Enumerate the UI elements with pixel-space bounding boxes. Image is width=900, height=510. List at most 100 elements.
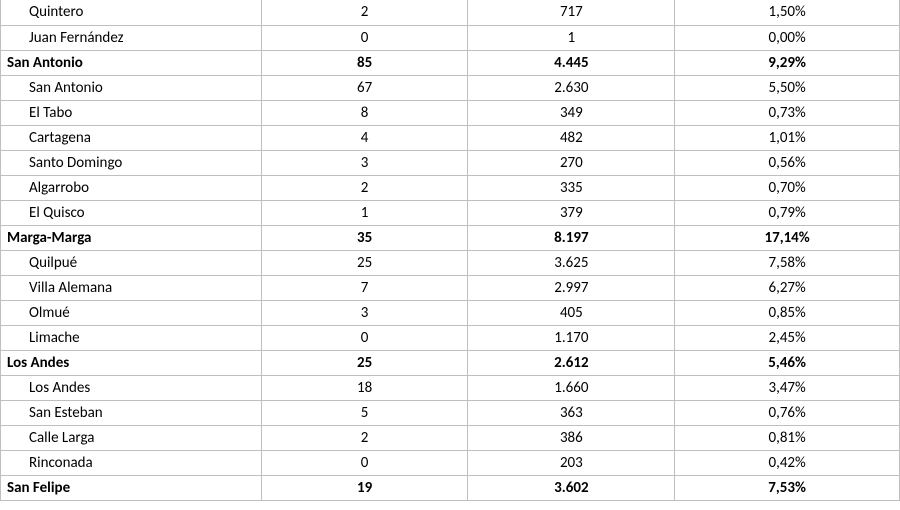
cell-value2: 4.445 — [468, 50, 675, 75]
cell-percent: 0,00% — [675, 25, 900, 50]
table-row: Algarrobo23350,70% — [1, 175, 900, 200]
cell-percent: 3,47% — [675, 375, 900, 400]
cell-value2: 1.660 — [468, 375, 675, 400]
cell-name: El Tabo — [1, 100, 262, 125]
cell-percent: 1,50% — [675, 0, 900, 25]
cell-percent: 17,14% — [675, 225, 900, 250]
table-row: Juan Fernández010,00% — [1, 25, 900, 50]
cell-value2: 2.630 — [468, 75, 675, 100]
cell-name: Los Andes — [1, 350, 262, 375]
cell-name: San Antonio — [1, 75, 262, 100]
cell-value1: 18 — [261, 375, 468, 400]
table-row: San Antonio672.6305,50% — [1, 75, 900, 100]
cell-percent: 2,45% — [675, 325, 900, 350]
cell-name: Quintero — [1, 0, 262, 25]
cell-value1: 25 — [261, 350, 468, 375]
cell-percent: 5,50% — [675, 75, 900, 100]
table-row: Marga-Marga358.19717,14% — [1, 225, 900, 250]
cell-name: Juan Fernández — [1, 25, 262, 50]
cell-value2: 363 — [468, 400, 675, 425]
cell-percent: 0,79% — [675, 200, 900, 225]
cell-name: Quilpué — [1, 250, 262, 275]
cell-value1: 67 — [261, 75, 468, 100]
table-row: Olmué34050,85% — [1, 300, 900, 325]
cell-value1: 25 — [261, 250, 468, 275]
cell-percent: 9,29% — [675, 50, 900, 75]
cell-value2: 8.197 — [468, 225, 675, 250]
cell-percent: 0,42% — [675, 450, 900, 475]
cell-value2: 1 — [468, 25, 675, 50]
table-row: San Esteban53630,76% — [1, 400, 900, 425]
cell-name: Cartagena — [1, 125, 262, 150]
table-row: Rinconada02030,42% — [1, 450, 900, 475]
cell-name: San Esteban — [1, 400, 262, 425]
cell-value1: 0 — [261, 450, 468, 475]
cell-value1: 3 — [261, 300, 468, 325]
cell-percent: 0,81% — [675, 425, 900, 450]
cell-percent: 1,01% — [675, 125, 900, 150]
cell-value1: 4 — [261, 125, 468, 150]
table-row: Villa Alemana72.9976,27% — [1, 275, 900, 300]
cell-name: Limache — [1, 325, 262, 350]
table-body: Quintero27171,50%Juan Fernández010,00%Sa… — [1, 0, 900, 500]
cell-value1: 85 — [261, 50, 468, 75]
cell-name: Villa Alemana — [1, 275, 262, 300]
cell-value2: 379 — [468, 200, 675, 225]
cell-value1: 2 — [261, 425, 468, 450]
cell-value1: 3 — [261, 150, 468, 175]
cell-value2: 1.170 — [468, 325, 675, 350]
cell-name: El Quisco — [1, 200, 262, 225]
cell-value2: 335 — [468, 175, 675, 200]
cell-value1: 35 — [261, 225, 468, 250]
cell-percent: 0,70% — [675, 175, 900, 200]
data-table: Quintero27171,50%Juan Fernández010,00%Sa… — [0, 0, 900, 501]
table-row: Quintero27171,50% — [1, 0, 900, 25]
cell-value1: 0 — [261, 25, 468, 50]
table-row: Los Andes252.6125,46% — [1, 350, 900, 375]
cell-name: San Antonio — [1, 50, 262, 75]
table-row: Quilpué253.6257,58% — [1, 250, 900, 275]
cell-name: Marga-Marga — [1, 225, 262, 250]
cell-percent: 0,56% — [675, 150, 900, 175]
cell-percent: 5,46% — [675, 350, 900, 375]
table-row: Santo Domingo32700,56% — [1, 150, 900, 175]
cell-value2: 2.612 — [468, 350, 675, 375]
cell-value1: 19 — [261, 475, 468, 500]
cell-value2: 482 — [468, 125, 675, 150]
cell-value2: 717 — [468, 0, 675, 25]
cell-value1: 7 — [261, 275, 468, 300]
cell-value2: 386 — [468, 425, 675, 450]
cell-name: Algarrobo — [1, 175, 262, 200]
cell-name: Santo Domingo — [1, 150, 262, 175]
cell-value2: 3.625 — [468, 250, 675, 275]
cell-value2: 349 — [468, 100, 675, 125]
cell-value2: 203 — [468, 450, 675, 475]
cell-name: San Felipe — [1, 475, 262, 500]
table-row: Los Andes181.6603,47% — [1, 375, 900, 400]
table-row: Cartagena44821,01% — [1, 125, 900, 150]
table-row: El Tabo83490,73% — [1, 100, 900, 125]
cell-value1: 2 — [261, 175, 468, 200]
table-row: El Quisco13790,79% — [1, 200, 900, 225]
cell-name: Rinconada — [1, 450, 262, 475]
cell-value1: 1 — [261, 200, 468, 225]
cell-value1: 8 — [261, 100, 468, 125]
cell-percent: 0,73% — [675, 100, 900, 125]
cell-value2: 3.602 — [468, 475, 675, 500]
table-row: Limache01.1702,45% — [1, 325, 900, 350]
table-row: San Antonio854.4459,29% — [1, 50, 900, 75]
table-row: San Felipe193.6027,53% — [1, 475, 900, 500]
cell-name: Los Andes — [1, 375, 262, 400]
cell-percent: 7,53% — [675, 475, 900, 500]
cell-value1: 0 — [261, 325, 468, 350]
cell-value1: 2 — [261, 0, 468, 25]
cell-percent: 0,76% — [675, 400, 900, 425]
cell-percent: 6,27% — [675, 275, 900, 300]
cell-percent: 0,85% — [675, 300, 900, 325]
cell-name: Calle Larga — [1, 425, 262, 450]
cell-name: Olmué — [1, 300, 262, 325]
cell-value2: 270 — [468, 150, 675, 175]
cell-value2: 2.997 — [468, 275, 675, 300]
cell-value2: 405 — [468, 300, 675, 325]
cell-value1: 5 — [261, 400, 468, 425]
